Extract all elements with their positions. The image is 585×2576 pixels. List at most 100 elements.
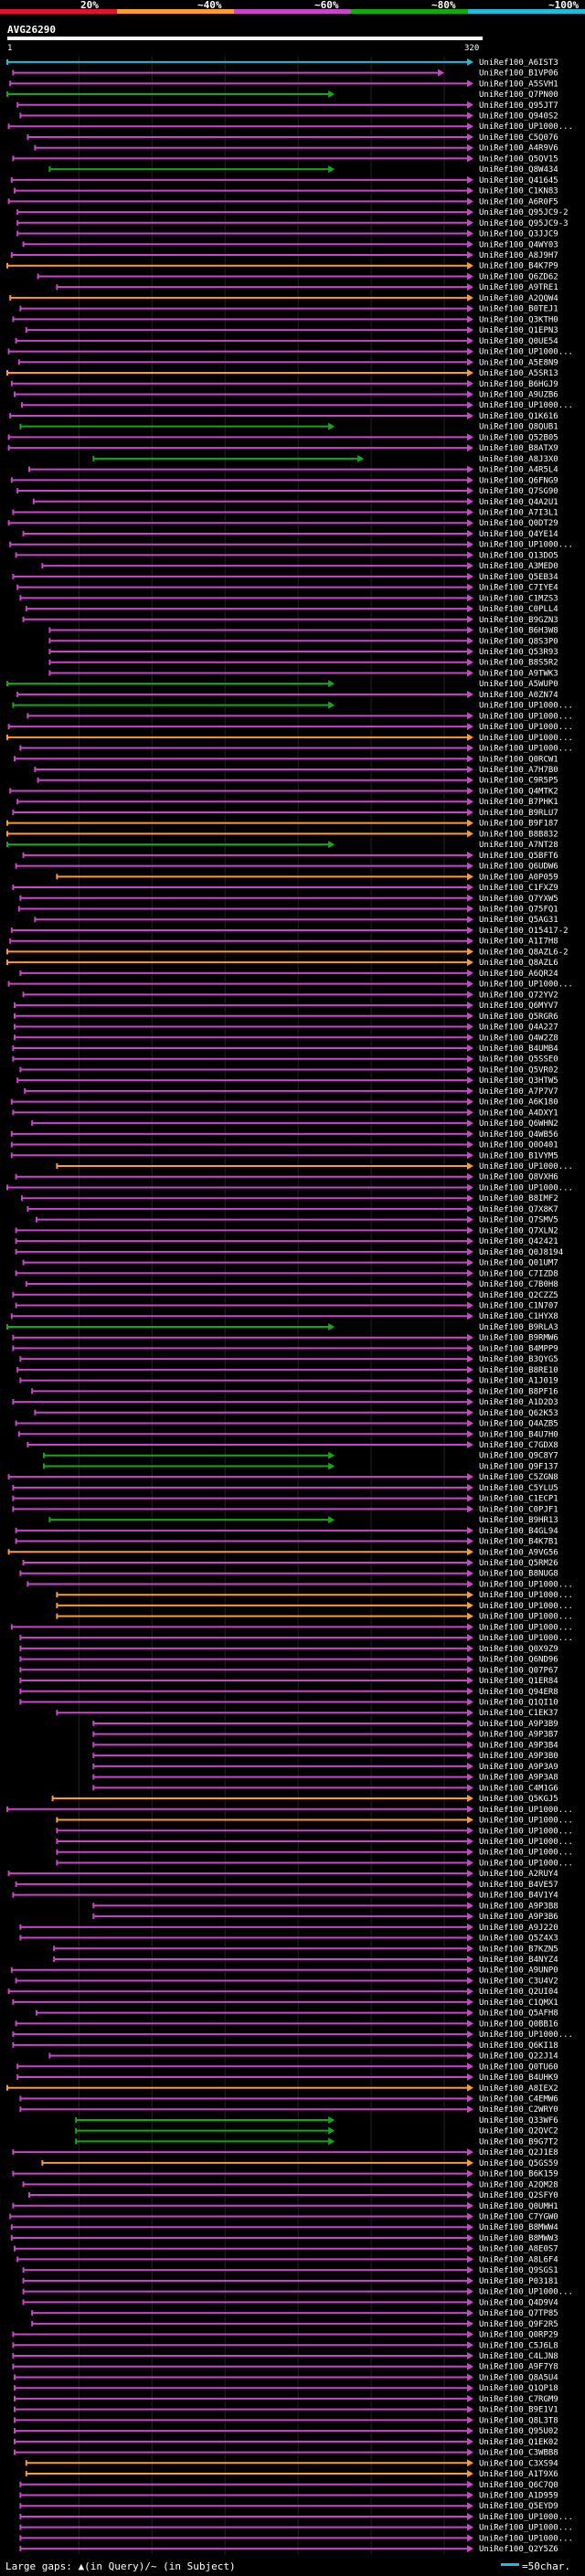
hit-label[interactable]: UniRef100_C1MZS3 bbox=[479, 594, 558, 603]
hit-label[interactable]: UniRef100_Q2SFY0 bbox=[479, 2191, 558, 2200]
hit-label[interactable]: UniRef100_C3XS94 bbox=[479, 2459, 558, 2468]
hit-label[interactable]: UniRef100_Q95JT7 bbox=[479, 101, 558, 111]
hit-label[interactable]: UniRef100_Q6ND96 bbox=[479, 1656, 558, 1665]
hit-label[interactable]: UniRef100_A9TWK3 bbox=[479, 669, 558, 678]
hit-label[interactable]: UniRef100_Q7YXW5 bbox=[479, 895, 558, 904]
hit-label[interactable]: UniRef100_A9F7Y8 bbox=[479, 2363, 558, 2372]
hit-label[interactable]: UniRef100_UP1000... bbox=[479, 1817, 573, 1826]
hit-label[interactable]: UniRef100_C2WRY0 bbox=[479, 2105, 558, 2115]
hit-label[interactable]: UniRef100_C7GDX8 bbox=[479, 1441, 558, 1450]
hit-label[interactable]: UniRef100_Q4A2U1 bbox=[479, 498, 558, 507]
hit-label[interactable]: UniRef100_B4GL94 bbox=[479, 1527, 558, 1536]
hit-label[interactable]: UniRef100_Q01UM7 bbox=[479, 1259, 558, 1268]
hit-label[interactable]: UniRef100_Q5Z4X3 bbox=[479, 1935, 558, 1944]
hit-label[interactable]: UniRef100_UP1000... bbox=[479, 1827, 573, 1836]
hit-label[interactable]: UniRef100_B4K7P9 bbox=[479, 262, 558, 271]
hit-label[interactable]: UniRef100_A1D2D3 bbox=[479, 1398, 558, 1407]
hit-label[interactable]: UniRef100_UP1000... bbox=[479, 702, 573, 711]
hit-label[interactable]: UniRef100_B8S5R2 bbox=[479, 659, 558, 668]
hit-label[interactable]: UniRef100_A8IEX2 bbox=[479, 2084, 558, 2094]
hit-label[interactable]: UniRef100_UP1000... bbox=[479, 981, 573, 990]
hit-label[interactable]: UniRef100_B4NYZ4 bbox=[479, 1956, 558, 1965]
hit-label[interactable]: UniRef100_A1T9X6 bbox=[479, 2470, 558, 2479]
hit-label[interactable]: UniRef100_Q2J1E8 bbox=[479, 2148, 558, 2157]
hit-label[interactable]: UniRef100_UP1000... bbox=[479, 1849, 573, 1858]
hit-label[interactable]: UniRef100_Q3HTW5 bbox=[479, 1076, 558, 1086]
hit-label[interactable]: UniRef100_UP1000... bbox=[479, 712, 573, 721]
hit-label[interactable]: UniRef100_A3MED0 bbox=[479, 562, 558, 571]
hit-label[interactable]: UniRef100_B8NUG8 bbox=[479, 1570, 558, 1579]
hit-label[interactable]: UniRef100_A2QQW4 bbox=[479, 294, 558, 303]
hit-label[interactable]: UniRef100_Q5RGR6 bbox=[479, 1012, 558, 1022]
hit-label[interactable]: UniRef100_Q8QUB1 bbox=[479, 423, 558, 432]
hit-label[interactable]: UniRef100_C7IYE4 bbox=[479, 584, 558, 593]
hit-label[interactable]: UniRef100_A5E8N9 bbox=[479, 358, 558, 367]
hit-label[interactable]: UniRef100_B1VP06 bbox=[479, 69, 558, 79]
hit-label[interactable]: UniRef100_A8J9H7 bbox=[479, 251, 558, 260]
hit-label[interactable]: UniRef100_Q5KGJ5 bbox=[479, 1795, 558, 1804]
hit-label[interactable]: UniRef100_C1FXZ9 bbox=[479, 884, 558, 893]
hit-label[interactable]: UniRef100_UP1000... bbox=[479, 723, 573, 732]
hit-label[interactable]: UniRef100_UP1000... bbox=[479, 745, 573, 754]
hit-label[interactable]: UniRef100_C0PLL4 bbox=[479, 605, 558, 614]
hit-label[interactable]: UniRef100_Q8L3T8 bbox=[479, 2416, 558, 2425]
hit-label[interactable]: UniRef100_B8RE10 bbox=[479, 1366, 558, 1375]
hit-label[interactable]: UniRef100_Q940S2 bbox=[479, 112, 558, 122]
hit-label[interactable]: UniRef100_Q72YV2 bbox=[479, 991, 558, 1000]
hit-label[interactable]: UniRef100_B4K7B1 bbox=[479, 1538, 558, 1547]
hit-label[interactable]: UniRef100_C4M1G6 bbox=[479, 1784, 558, 1793]
hit-label[interactable]: UniRef100_B9RLA3 bbox=[479, 1323, 558, 1332]
hit-label[interactable]: UniRef100_Q1EPN3 bbox=[479, 326, 558, 335]
hit-label[interactable]: UniRef100_Q8W434 bbox=[479, 165, 558, 175]
hit-label[interactable]: UniRef100_A5WUP0 bbox=[479, 680, 558, 689]
hit-label[interactable]: UniRef100_Q7PN00 bbox=[479, 90, 558, 100]
hit-label[interactable]: UniRef100_B8IMF2 bbox=[479, 1194, 558, 1203]
hit-label[interactable]: UniRef100_Q33WF6 bbox=[479, 2116, 558, 2125]
hit-label[interactable]: UniRef100_C4LJN8 bbox=[479, 2352, 558, 2361]
hit-label[interactable]: UniRef100_B8B832 bbox=[479, 830, 558, 839]
hit-label[interactable]: UniRef100_UP1000... bbox=[479, 348, 573, 357]
hit-label[interactable]: UniRef100_A1J019 bbox=[479, 1377, 558, 1386]
hit-label[interactable]: UniRef100_A9TRE1 bbox=[479, 283, 558, 292]
hit-label[interactable]: UniRef100_B4V1Y4 bbox=[479, 1892, 558, 1901]
hit-label[interactable]: UniRef100_Q75FQ1 bbox=[479, 906, 558, 915]
hit-label[interactable]: UniRef100_A4R5L4 bbox=[479, 466, 558, 475]
hit-label[interactable]: UniRef100_Q3JJC9 bbox=[479, 230, 558, 239]
hit-label[interactable]: UniRef100_Q0UMH1 bbox=[479, 2202, 558, 2211]
hit-label[interactable]: UniRef100_C5Q076 bbox=[479, 133, 558, 143]
hit-label[interactable]: UniRef100_P03181 bbox=[479, 2277, 558, 2286]
hit-label[interactable]: UniRef100_Q8AZL6 bbox=[479, 959, 558, 968]
hit-label[interactable]: UniRef100_Q42421 bbox=[479, 1237, 558, 1246]
hit-label[interactable]: UniRef100_UP1000... bbox=[479, 1838, 573, 1847]
hit-label[interactable]: UniRef100_UP1000... bbox=[479, 1613, 573, 1622]
hit-label[interactable]: UniRef100_B4U7H0 bbox=[479, 1430, 558, 1439]
hit-label[interactable]: UniRef100_A6R0F5 bbox=[479, 197, 558, 207]
hit-label[interactable]: UniRef100_B9GZN3 bbox=[479, 616, 558, 625]
hit-label[interactable]: UniRef100_Q5GS59 bbox=[479, 2159, 558, 2168]
hit-label[interactable]: UniRef100_A9P3B8 bbox=[479, 1902, 558, 1911]
hit-label[interactable]: UniRef100_C7YGW0 bbox=[479, 2213, 558, 2222]
hit-label[interactable]: UniRef100_B9HR13 bbox=[479, 1516, 558, 1525]
hit-label[interactable]: UniRef100_Q8VXH6 bbox=[479, 1173, 558, 1182]
hit-label[interactable]: UniRef100_Q1EK02 bbox=[479, 2438, 558, 2447]
hit-label[interactable]: UniRef100_Q22J14 bbox=[479, 2052, 558, 2062]
hit-label[interactable]: UniRef100_O15417-2 bbox=[479, 927, 569, 936]
hit-label[interactable]: UniRef100_Q0UE54 bbox=[479, 337, 558, 346]
hit-label[interactable]: UniRef100_Q13DO5 bbox=[479, 551, 558, 560]
hit-label[interactable]: UniRef100_UP1000... bbox=[479, 1634, 573, 1643]
hit-label[interactable]: UniRef100_Q5RM26 bbox=[479, 1559, 558, 1568]
hit-label[interactable]: UniRef100_C3U4V2 bbox=[479, 1977, 558, 1986]
hit-label[interactable]: UniRef100_UP1000... bbox=[479, 734, 573, 743]
hit-label[interactable]: UniRef100_C4EMW6 bbox=[479, 2094, 558, 2104]
hit-label[interactable]: UniRef100_UP1000... bbox=[479, 541, 573, 550]
hit-label[interactable]: UniRef100_Q4MTK2 bbox=[479, 787, 558, 796]
hit-label[interactable]: UniRef100_B1VYM5 bbox=[479, 1151, 558, 1161]
hit-label[interactable]: UniRef100_UP1000... bbox=[479, 1580, 573, 1589]
hit-label[interactable]: UniRef100_A5SR13 bbox=[479, 369, 558, 378]
hit-label[interactable]: UniRef100_Q2Y5Z6 bbox=[479, 2545, 558, 2554]
hit-label[interactable]: UniRef100_A2QM28 bbox=[479, 2180, 558, 2189]
hit-label[interactable]: UniRef100_A4DXY1 bbox=[479, 1108, 558, 1118]
hit-label[interactable]: UniRef100_Q4WY03 bbox=[479, 240, 558, 249]
hit-label[interactable]: UniRef100_UP1000... bbox=[479, 1623, 573, 1632]
hit-label[interactable]: UniRef100_Q95U02 bbox=[479, 2427, 558, 2436]
